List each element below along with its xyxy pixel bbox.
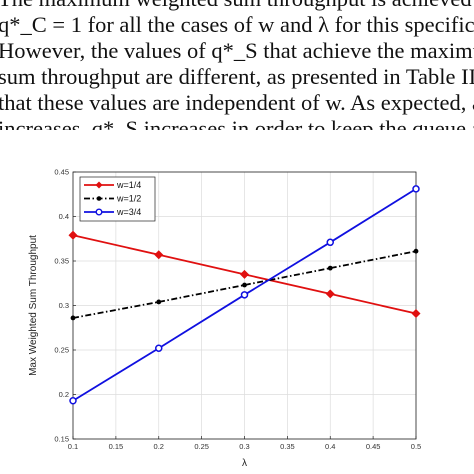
paragraph-line: The maximum weighted sum throughput is a…: [0, 0, 474, 12]
x-tick-label: 0.3: [239, 442, 249, 451]
legend-label: w=3/4: [116, 207, 141, 217]
x-axis-ticks: 0.1 0.15 0.2 0.25 0.3 0.35 0.4 0.45 0.5: [68, 436, 421, 451]
data-point-marker: [70, 315, 76, 321]
x-tick-label: 0.15: [109, 442, 124, 451]
data-point-marker: [156, 299, 162, 305]
y-tick-label: 0.3: [59, 301, 69, 310]
y-tick-label: 0.15: [54, 435, 69, 444]
data-point-marker: [242, 282, 247, 288]
legend-label: w=1/2: [116, 194, 141, 204]
legend: w=1/4 w=1/2 w=3/4: [79, 176, 156, 222]
y-tick-label: 0.2: [59, 390, 69, 399]
paragraph-line: sum throughput are different, as present…: [0, 64, 474, 89]
series-line: [72, 250, 417, 319]
paragraph-line: q*_C = 1 for all the cases of w and λ fo…: [0, 12, 474, 37]
legend-label: w=1/4: [116, 180, 141, 190]
y-tick-label: 0.25: [54, 346, 69, 355]
legend-marker: [95, 208, 103, 216]
paragraph-line: increases, q*_S increases in order to ke…: [0, 116, 474, 130]
data-point-marker: [154, 250, 164, 260]
y-axis-label: Max Weighted Sum Throughput: [28, 235, 39, 376]
x-tick-label: 0.25: [194, 442, 209, 451]
x-tick-label: 0.1: [68, 442, 78, 451]
y-axis-ticks: 0.15 0.2 0.25 0.3 0.35 0.4 0.45: [54, 168, 76, 444]
y-tick-label: 0.4: [59, 212, 69, 221]
data-point-marker: [155, 344, 163, 352]
data-point-marker: [412, 185, 420, 193]
data-point-marker: [326, 238, 334, 247]
data-point-marker: [413, 248, 419, 254]
x-tick-label: 0.5: [411, 442, 421, 451]
paragraph-text: The maximum weighted sum throughput is a…: [0, 0, 474, 130]
series-group: [68, 185, 421, 405]
data-point-marker: [68, 230, 78, 240]
paragraph-line: However, the values of q*_S that achieve…: [0, 38, 474, 63]
data-point-marker: [239, 269, 250, 279]
x-tick-label: 0.4: [325, 442, 335, 451]
y-tick-label: 0.45: [54, 168, 69, 177]
paragraph-line: that these values are independent of w. …: [0, 90, 474, 115]
x-axis-label: λ: [242, 458, 247, 469]
x-tick-label: 0.35: [280, 442, 295, 451]
data-point-marker: [240, 291, 249, 299]
data-point-marker: [411, 309, 421, 319]
data-point-marker: [327, 265, 333, 271]
data-point-marker: [69, 396, 77, 405]
x-tick-label: 0.2: [154, 442, 164, 451]
legend-marker: [95, 181, 103, 189]
x-tick-label: 0.45: [366, 442, 381, 451]
legend-marker: [96, 196, 102, 201]
y-tick-label: 0.35: [54, 257, 69, 266]
data-point-marker: [325, 289, 335, 299]
